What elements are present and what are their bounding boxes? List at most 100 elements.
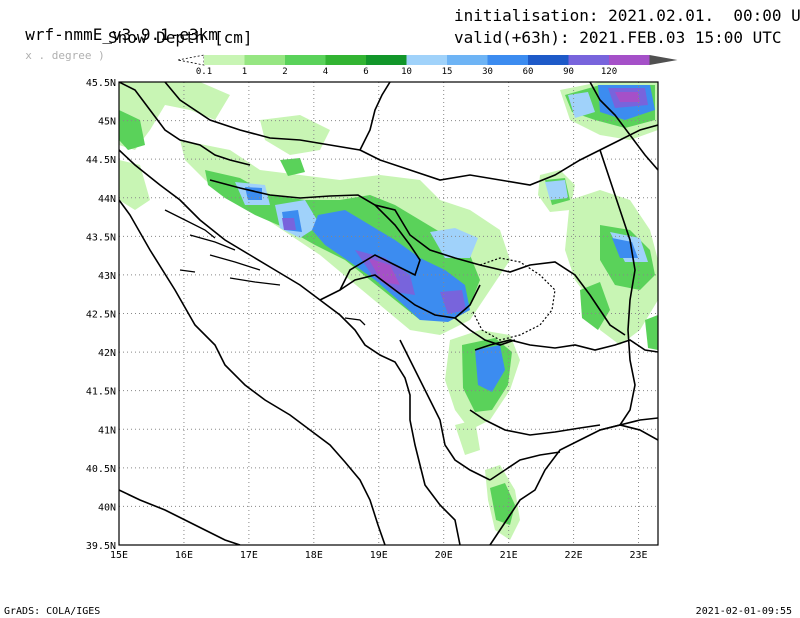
latitude-labels: 45.5N 45N 44.5N 44N 43.5N 43N 42.5N 42N 41.5N 41N…	[86, 78, 116, 552]
legend-swatch-7	[447, 55, 488, 65]
map-frame	[118, 81, 659, 546]
border-croatia-hungary	[164, 82, 391, 151]
island-1	[164, 209, 216, 239]
legend-swatch-1	[204, 55, 245, 65]
legend-swatch-4	[325, 55, 366, 65]
snow-area-light-west	[119, 160, 150, 210]
lat-label-7: 42N	[98, 348, 116, 359]
legend-label-0: 0.1	[196, 67, 212, 77]
snow-area-darkpurple-ne	[615, 92, 640, 102]
legend-swatch-8	[487, 55, 528, 65]
border-macedonia-south	[469, 409, 601, 436]
lat-label-2: 44.5N	[86, 155, 116, 166]
snow-area-blue-macedonia	[475, 345, 505, 392]
model-title: wrf-nmmE_v3.9.1-e3km x . degree )	[6, 6, 218, 63]
model-note: x . degree )	[25, 49, 105, 62]
snow-area-light-sw	[455, 420, 480, 455]
footer-right: 2021-02-01-09:55	[695, 606, 792, 617]
border-bulgaria-east	[599, 417, 658, 431]
legend-label-5: 10	[401, 67, 412, 77]
border-kosovo	[454, 317, 516, 346]
legend-label-2: 2	[282, 67, 287, 77]
lon-label-1: 16E	[175, 550, 193, 561]
legend-swatch-0	[177, 54, 205, 66]
lon-label-7: 22E	[565, 550, 583, 561]
snow-area-purple-nw	[282, 218, 296, 230]
snow-area-light-north	[260, 115, 330, 155]
snow-depth-legend: 0.1 1 2 4 6 10 15 30 60 90 120	[177, 54, 678, 77]
lat-label-11: 40N	[98, 502, 116, 513]
snow-area-mid-east2	[580, 282, 610, 330]
legend-label-1: 1	[242, 67, 247, 77]
valid-time: 2021.FEB.03 15:00 UTC	[579, 28, 782, 47]
border-macedonia	[474, 339, 658, 353]
coastline-italy-south	[119, 489, 241, 545]
legend-label-7: 30	[482, 67, 493, 77]
island-3	[209, 254, 261, 271]
init-line: initialisation: 2021.02.01. 00:00 UTC	[454, 6, 800, 25]
island-2	[189, 234, 236, 251]
footer-left: GrADS: COLA/IGES	[4, 606, 101, 617]
snow-area-darkpurple-central	[368, 258, 400, 285]
lon-label-6: 21E	[500, 550, 518, 561]
coastline-aegean	[489, 424, 658, 545]
lat-label-1: 45N	[98, 117, 116, 128]
legend-label-3: 4	[323, 67, 328, 77]
border-montenegro	[339, 274, 481, 319]
border-albania-east	[399, 339, 491, 481]
island-4	[229, 277, 281, 286]
border-bih	[209, 179, 421, 301]
lat-label-4: 43.5N	[86, 232, 116, 243]
island-5	[179, 269, 196, 273]
valid-line: valid(+63h): 2021.FEB.03 15:00 UTC	[454, 28, 782, 47]
lat-label-12: 39.5N	[86, 541, 116, 552]
legend-label-9: 90	[563, 67, 574, 77]
coastline-adriatic-east	[119, 149, 461, 545]
borders	[119, 82, 658, 545]
legend-swatch-11	[609, 55, 650, 65]
island-6	[344, 317, 366, 326]
legend-label-6: 15	[442, 67, 453, 77]
border-serbia-north	[359, 124, 658, 186]
coastline-italy	[119, 199, 386, 545]
map-figure: 0.1 1 2 4 6 10 15 30 60 90 120	[86, 54, 678, 561]
snow-area-lightblue-ne	[568, 92, 595, 118]
snow-area-mid-north	[280, 158, 305, 176]
model-name: wrf-nmmE_v3.9.1-e3km	[25, 25, 218, 44]
init-time: 2021.02.01. 00:00 UTC	[608, 6, 800, 25]
lon-label-8: 23E	[629, 550, 647, 561]
snow-area-purple-east	[440, 290, 466, 314]
border-romania	[589, 82, 658, 171]
islands	[164, 209, 366, 326]
lat-label-8: 41.5N	[86, 387, 116, 398]
legend-swatch-6	[406, 55, 447, 65]
border-slovenia-croatia	[119, 82, 251, 166]
legend-swatch-5	[366, 55, 407, 65]
snow-area-light-nw	[119, 82, 230, 150]
lon-label-4: 19E	[370, 550, 388, 561]
lon-label-2: 17E	[240, 550, 258, 561]
lat-label-10: 40.5N	[86, 464, 116, 475]
legend-label-10: 120	[601, 67, 617, 77]
snow-90-120cm	[368, 92, 640, 285]
lat-label-0: 45.5N	[86, 78, 116, 89]
border-greece-north	[489, 451, 561, 481]
border-bulgaria	[599, 149, 636, 426]
lat-label-5: 43N	[98, 271, 116, 282]
snow-area-mid-east3	[645, 315, 658, 350]
lon-label-5: 20E	[435, 550, 453, 561]
lat-label-3: 44N	[98, 194, 116, 205]
legend-swatch-12	[649, 55, 678, 65]
legend-swatch-2	[244, 55, 285, 65]
snow-area-mid-nw	[119, 110, 145, 150]
legend-swatch-9	[528, 55, 569, 65]
snow-area-lightblue-east	[430, 228, 478, 258]
longitude-labels: 15E 16E 17E 18E 19E 20E 21E 22E 23E	[110, 550, 648, 561]
lon-label-3: 18E	[305, 550, 323, 561]
border-serbia-south	[374, 204, 626, 336]
legend-label-8: 60	[523, 67, 534, 77]
snow-area-lightblue-mid	[545, 180, 568, 200]
legend-swatch-10	[568, 55, 609, 65]
lat-label-6: 42.5N	[86, 310, 116, 321]
init-label: initialisation:	[454, 6, 599, 25]
